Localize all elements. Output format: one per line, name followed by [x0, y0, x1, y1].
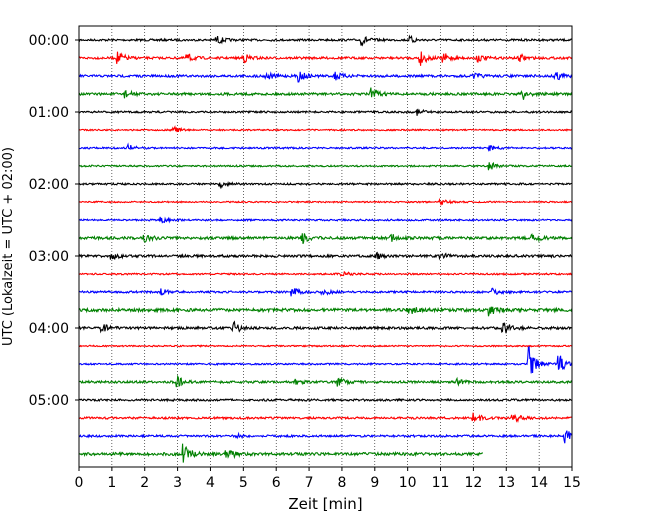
x-tick-label-14: 14 [530, 475, 548, 491]
x-tick-label-10: 10 [399, 475, 417, 491]
x-tick-label-12: 12 [464, 475, 482, 491]
plot-frame [78, 25, 573, 468]
trace-0545 [78, 443, 483, 463]
trace-0345 [79, 306, 573, 317]
x-tick-label-6: 6 [272, 475, 281, 491]
trace-0030 [79, 71, 573, 83]
trace-0415 [78, 344, 573, 348]
x-tick-label-8: 8 [337, 475, 346, 491]
trace-0530 [78, 430, 573, 444]
y-axis-label: UTC (Lokalzeit = UTC + 02:00) [1, 147, 16, 346]
trace-0300 [78, 251, 573, 261]
trace-0500 [78, 397, 572, 403]
x-tick-label-7: 7 [305, 475, 314, 491]
x-tick-label-5: 5 [239, 475, 248, 491]
x-tick-label-9: 9 [370, 475, 379, 491]
trace-0115 [78, 125, 573, 133]
y-tick-label-0100: 01:00 [29, 105, 69, 121]
x-tick-label-15: 15 [563, 475, 581, 491]
y-tick-label-0200: 02:00 [29, 177, 69, 193]
trace-0230 [78, 216, 573, 224]
trace-0000 [78, 34, 572, 47]
x-tick-label-2: 2 [140, 475, 149, 491]
trace-0130 [78, 142, 573, 152]
x-tick-label-13: 13 [497, 475, 515, 491]
trace-0200 [78, 180, 572, 190]
trace-0045 [78, 87, 573, 100]
trace-0245 [78, 233, 573, 244]
seismic-traces [78, 34, 573, 463]
trace-0515 [78, 412, 572, 423]
y-tick-label-0500: 05:00 [29, 393, 69, 409]
trace-0315 [78, 270, 573, 277]
trace-0430 [78, 345, 573, 374]
trace-0445 [78, 374, 573, 388]
trace-0330 [78, 287, 573, 297]
trace-0400 [78, 320, 573, 334]
y-tick-label-0400: 04:00 [29, 321, 69, 337]
x-axis-label: Zeit [min] [288, 495, 362, 513]
y-tick-label-0300: 03:00 [29, 249, 69, 265]
trace-0145 [78, 161, 572, 171]
x-tick-label-0: 0 [75, 475, 84, 491]
trace-0100 [78, 108, 573, 116]
x-tick-label-3: 3 [173, 475, 182, 491]
trace-0215 [78, 197, 573, 207]
x-tick-label-4: 4 [206, 475, 215, 491]
x-tick-label-11: 11 [432, 475, 450, 491]
y-tick-label-0000: 00:00 [29, 33, 69, 49]
y-axis-ticks: 00:00 01:00 02:00 03:00 04:00 05:00 [29, 33, 79, 409]
x-tick-label-1: 1 [107, 475, 116, 491]
trace-0015 [78, 51, 573, 66]
x-axis-ticks: 0 1 2 3 4 5 6 7 8 9 10 11 12 13 14 15 [75, 467, 581, 491]
